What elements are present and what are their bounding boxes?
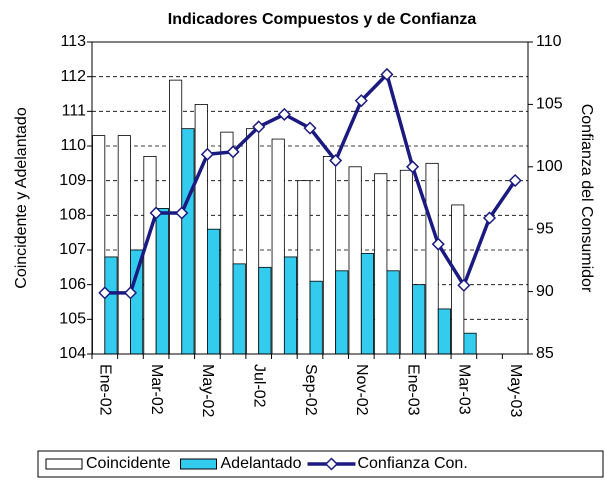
bar	[335, 270, 349, 355]
legend-swatch	[45, 458, 83, 470]
line-marker	[431, 237, 445, 251]
bar	[322, 155, 337, 355]
legend-swatch	[180, 458, 217, 470]
bar	[360, 253, 375, 355]
y2-tick-label: 110	[536, 33, 562, 50]
legend-label: Adelantado	[221, 455, 302, 472]
chart-title: Indicadores Compuestos y de Confianza	[168, 11, 477, 28]
bar	[245, 128, 260, 355]
y2-tick-label: 100	[536, 158, 563, 175]
x-tick-label: May-02	[199, 364, 216, 417]
y-tick-label: 104	[59, 345, 86, 362]
bar	[155, 207, 169, 355]
line-marker	[123, 286, 138, 300]
y-tick-label: 113	[60, 33, 86, 50]
legend-marker	[324, 457, 339, 471]
x-tick-label: Ene-03	[404, 364, 421, 416]
line-marker	[149, 206, 163, 220]
y-tick-label: 107	[59, 241, 86, 258]
bar	[297, 180, 311, 355]
line-marker	[98, 286, 112, 300]
plot-frame	[91, 41, 529, 355]
line-marker	[303, 121, 317, 135]
y2-axis-title: Confianza del Consumidor	[578, 104, 595, 293]
bar	[309, 280, 323, 355]
line-marker	[252, 120, 266, 134]
y2-tick-label: 90	[536, 283, 554, 300]
bar	[271, 138, 285, 355]
bar	[92, 135, 106, 355]
bar	[348, 166, 362, 355]
y2-tick-label: 85	[536, 345, 554, 362]
line-marker	[277, 107, 291, 121]
bar	[399, 169, 413, 355]
y2-tick-label: 95	[536, 220, 554, 237]
x-tick-label: Ene-02	[97, 364, 114, 416]
bar	[194, 104, 208, 355]
bar	[181, 128, 195, 355]
y-tick-label: 112	[60, 68, 86, 85]
x-tick-label: Jul-02	[250, 364, 267, 408]
bar	[437, 308, 451, 355]
y-axis-title: Coincidente y Adelantado	[13, 107, 30, 289]
bar	[412, 284, 426, 355]
line-marker	[354, 94, 368, 108]
line-marker	[508, 173, 522, 188]
bar	[258, 266, 272, 355]
legend-label: Coincidente	[86, 455, 171, 472]
line-marker	[200, 147, 214, 161]
x-tick-label: Mar-02	[148, 364, 165, 415]
legend-label: Confianza Con.	[357, 455, 467, 472]
x-tick-label: Sep-02	[302, 364, 319, 416]
bar	[283, 256, 298, 355]
bar	[207, 228, 221, 355]
y-tick-label: 111	[62, 103, 86, 120]
line-marker	[175, 206, 189, 220]
y-tick-label: 110	[60, 137, 86, 154]
bar	[463, 332, 477, 355]
line-marker	[226, 145, 240, 159]
line-marker	[482, 211, 497, 225]
y-tick-label: 105	[59, 311, 86, 328]
bar	[374, 173, 388, 355]
bar	[232, 263, 246, 355]
x-tick-label: Nov-02	[353, 364, 370, 416]
y2-tick-label: 105	[536, 96, 563, 113]
bar	[425, 162, 439, 355]
line-marker	[380, 67, 394, 82]
y-tick-label: 108	[59, 207, 86, 224]
bar	[143, 155, 157, 355]
x-tick-label: May-03	[507, 364, 524, 417]
bar	[386, 270, 400, 355]
line-marker	[457, 278, 471, 292]
y-tick-label: 109	[59, 172, 86, 189]
x-tick-label: Mar-03	[456, 364, 473, 415]
line-marker	[329, 153, 343, 168]
bar	[117, 135, 131, 355]
line-marker	[406, 160, 420, 174]
bar	[104, 256, 118, 355]
y-tick-label: 106	[59, 276, 86, 293]
bar	[220, 131, 234, 355]
